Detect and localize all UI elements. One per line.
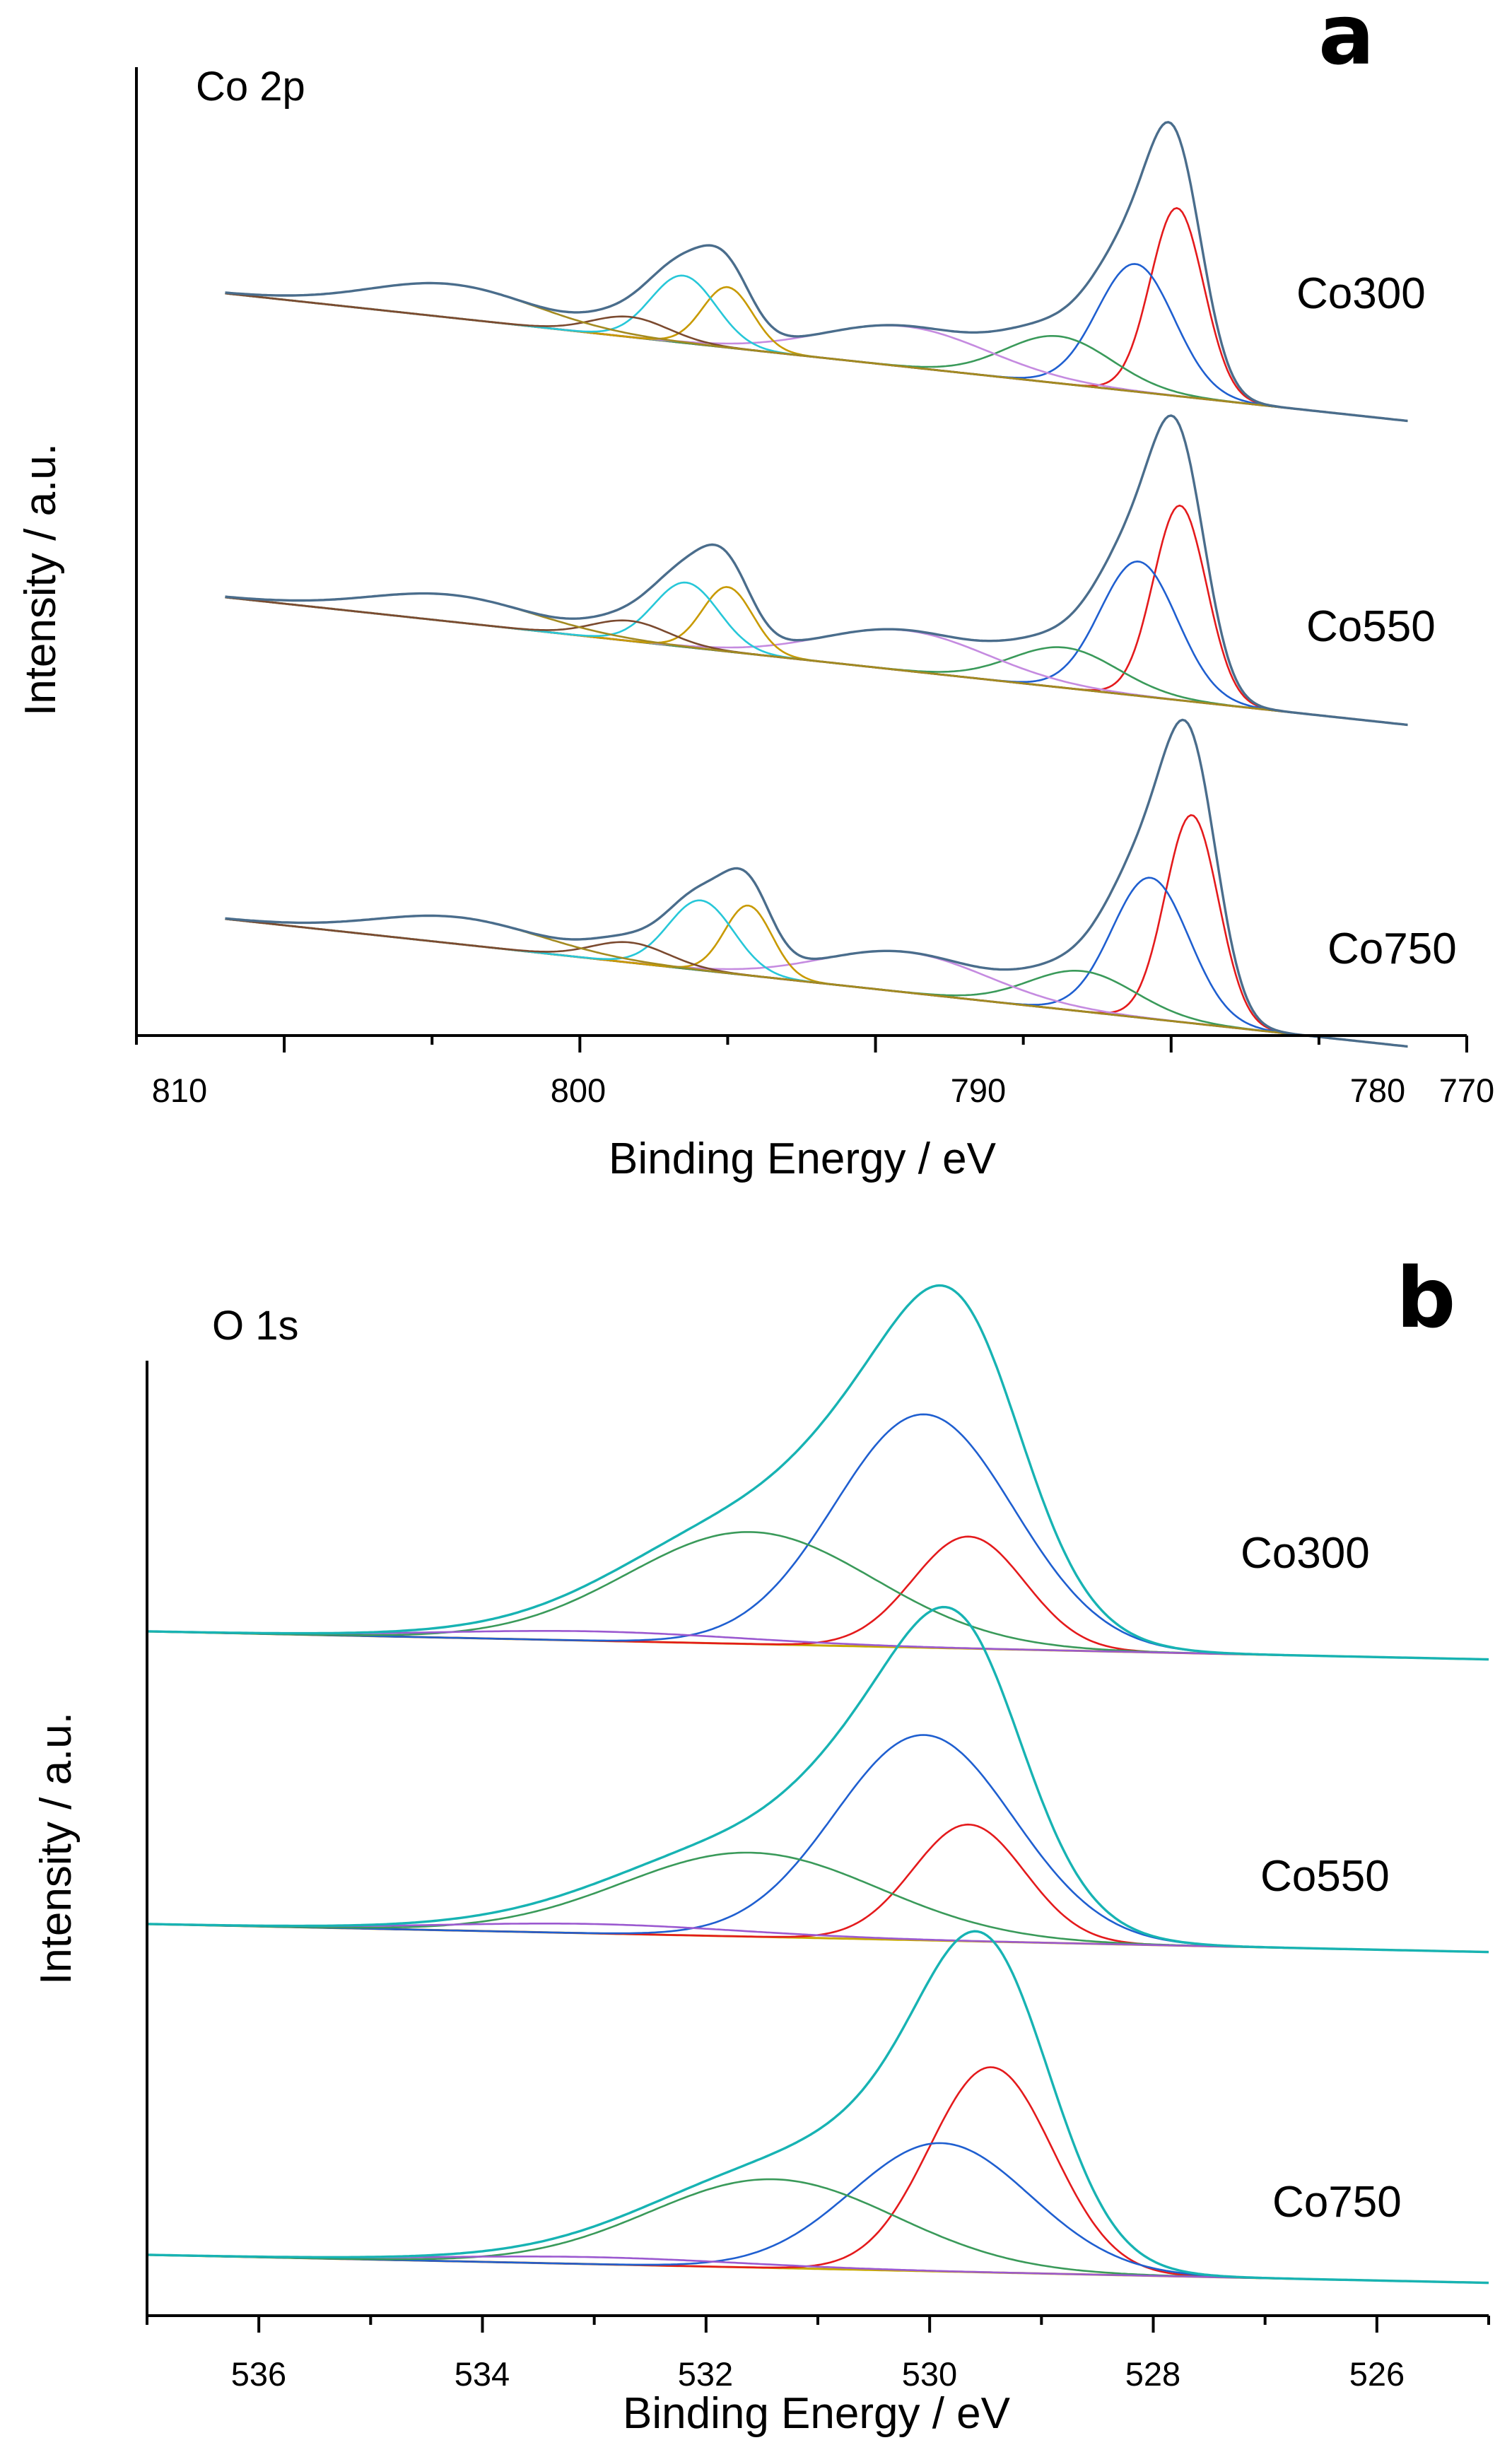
fit-component-1 <box>146 2066 1489 2284</box>
panel-a-x-axis-title: Binding Energy / eV <box>609 1134 997 1183</box>
spectrum-co300 <box>146 1284 1489 1661</box>
panel-a-y-axis-title: Intensity / a.u. <box>16 443 65 716</box>
spectrum-co750 <box>225 718 1408 1048</box>
fit-component-8 <box>225 282 1408 422</box>
panel-a-label-co750: Co750 <box>1328 925 1457 973</box>
envelope-curve <box>225 718 1408 1048</box>
fit-component-2 <box>225 876 1408 1048</box>
panel-b-label-co750: Co750 <box>1272 2178 1402 2227</box>
fit-component-1 <box>225 207 1408 422</box>
panel-b-tick-label-530: 530 <box>902 2355 957 2393</box>
panel-b-o1s: b O 1s 536 534 532 530 528 526 Binding E… <box>32 1249 1490 2438</box>
panel-b-label-co550: Co550 <box>1260 1852 1390 1901</box>
panel-a-title: Co 2p <box>196 64 305 110</box>
panel-a-tick-label-800: 800 <box>551 1072 606 1109</box>
fit-component-5 <box>225 586 1408 726</box>
spectrum-co300 <box>225 121 1408 423</box>
panel-b-x-axis-title: Binding Energy / eV <box>623 2389 1011 2438</box>
panel-a-x-ticks <box>135 1036 1468 1053</box>
panel-b-plot-area <box>146 1284 1489 2285</box>
panel-b-x-ticks <box>146 2316 1490 2333</box>
fit-component-2 <box>225 263 1408 422</box>
envelope-curve <box>146 1605 1489 1954</box>
spectrum-co550 <box>225 414 1408 727</box>
panel-a-tick-label-810: 810 <box>152 1072 207 1109</box>
panel-a-co2p: a Co 2p 810 800 790 780 770 Binding Ener… <box>16 0 1494 1183</box>
panel-b-tick-label-532: 532 <box>678 2355 733 2393</box>
panel-b-label: b <box>1396 1249 1455 1347</box>
panel-a-tick-label-790: 790 <box>951 1072 1006 1109</box>
panel-b-tick-label-526: 526 <box>1349 2355 1405 2393</box>
envelope-curve <box>146 1930 1489 2285</box>
panel-b-tick-label-536: 536 <box>231 2355 286 2393</box>
panel-b-tick-label-534: 534 <box>455 2355 510 2393</box>
fit-component-8 <box>225 592 1408 726</box>
envelope-curve <box>146 1284 1489 1661</box>
fit-component-6 <box>225 899 1408 1048</box>
envelope-curve <box>225 121 1408 423</box>
spectrum-co550 <box>146 1605 1489 1954</box>
fit-component-1 <box>225 504 1408 726</box>
panel-a-tick-label-770: 770 <box>1439 1072 1494 1109</box>
panel-b-label-co300: Co300 <box>1241 1529 1370 1578</box>
fit-component-6 <box>225 274 1408 422</box>
panel-b-title: O 1s <box>212 1303 299 1349</box>
fit-component-2 <box>146 1734 1489 1953</box>
panel-a-label-co550: Co550 <box>1306 602 1436 651</box>
panel-b-y-axis-title: Intensity / a.u. <box>32 1712 81 1985</box>
panel-a-label: a <box>1318 0 1375 83</box>
panel-b-tick-label-528: 528 <box>1125 2355 1180 2393</box>
fit-component-5 <box>225 904 1408 1048</box>
panel-a-plot-area <box>225 121 1408 1048</box>
envelope-curve <box>225 414 1408 727</box>
panel-a-label-co300: Co300 <box>1296 269 1426 318</box>
fit-component-6 <box>225 581 1408 726</box>
spectrum-co750 <box>146 1930 1489 2285</box>
fit-component-2 <box>225 561 1408 726</box>
panel-a-tick-label-780: 780 <box>1350 1072 1405 1109</box>
